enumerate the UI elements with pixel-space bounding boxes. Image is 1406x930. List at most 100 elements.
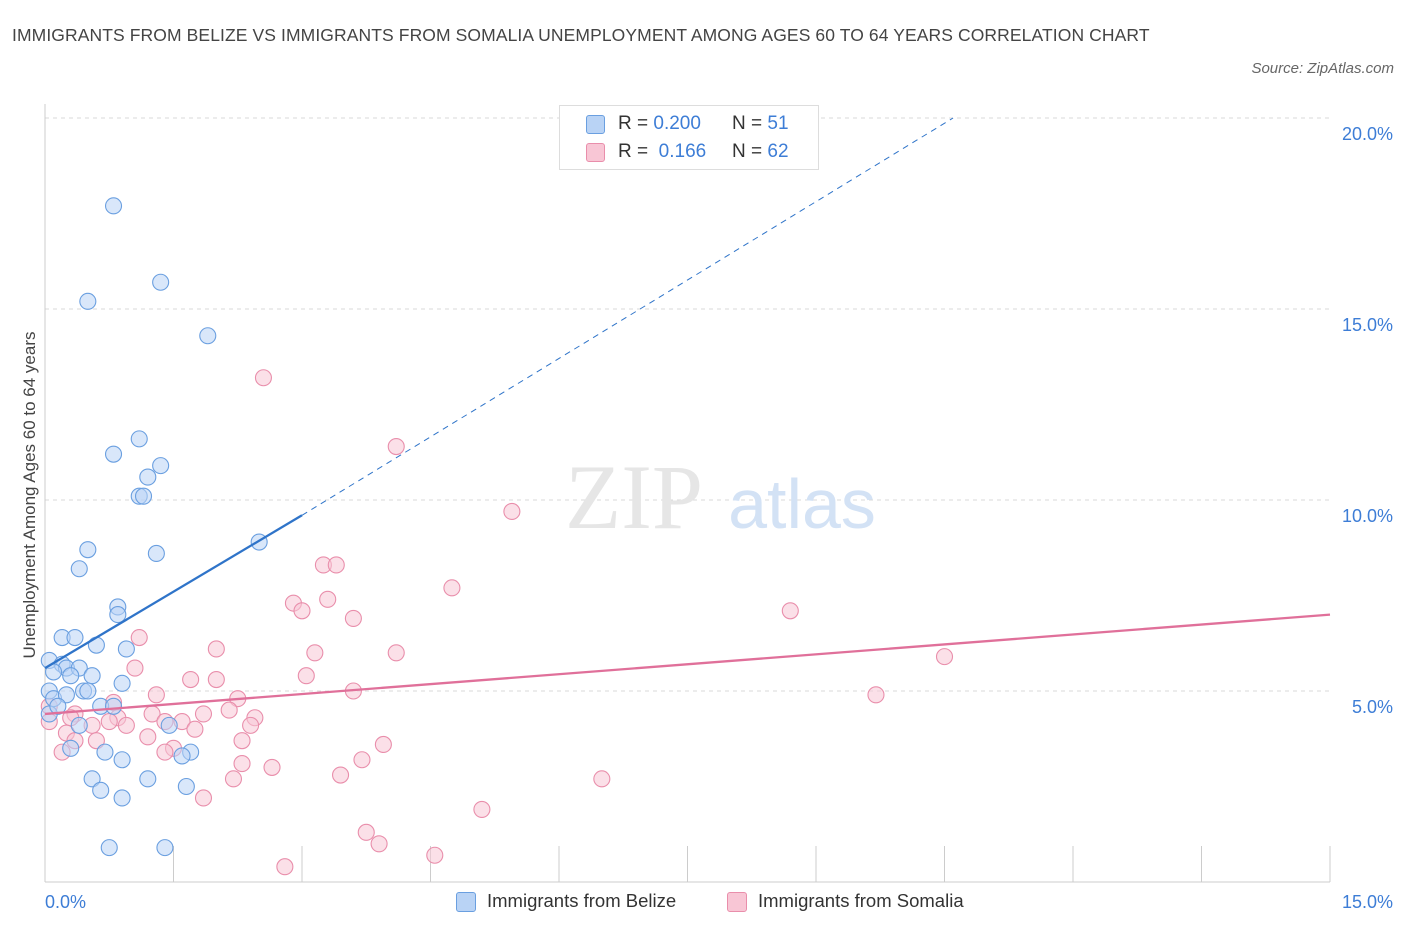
belize-point	[70, 560, 88, 578]
belize-point	[130, 430, 148, 448]
legend-label-belize: Immigrants from Belize	[487, 890, 677, 911]
y-tick-label: 20.0%	[1342, 124, 1393, 144]
somalia-point	[224, 770, 243, 788]
somalia-points	[40, 369, 954, 876]
n-label: N =	[732, 141, 768, 162]
somalia-point	[781, 602, 799, 620]
somalia-point	[186, 720, 204, 738]
somalia-point	[207, 640, 225, 658]
somalia-point	[387, 644, 405, 662]
somalia-point	[100, 713, 118, 731]
legend-swatch-belize	[586, 115, 605, 134]
somalia-point	[387, 437, 405, 456]
somalia-point	[242, 716, 260, 734]
somalia-point	[139, 728, 157, 746]
r-label: R =	[618, 113, 654, 134]
somalia-point	[156, 743, 174, 761]
belize-point	[152, 273, 170, 291]
axes	[44, 104, 1331, 883]
watermark-atlas: atlas	[728, 465, 876, 543]
belize-point	[109, 606, 127, 624]
watermark-zip: ZIP	[565, 446, 703, 548]
belize-point	[70, 716, 88, 734]
correlation-legend: R = 0.200 N = 51 R = 0.166 N = 62	[559, 105, 819, 170]
somalia-point	[293, 602, 311, 620]
somalia-point	[867, 686, 885, 704]
belize-point	[104, 697, 123, 715]
somalia-point	[473, 800, 491, 818]
somalia-point	[353, 751, 371, 769]
somalia-point	[503, 502, 521, 521]
belize-point	[152, 457, 170, 475]
somalia-point	[331, 766, 350, 784]
belize-points	[40, 197, 268, 857]
belize-point	[83, 667, 101, 685]
somalia-point	[233, 732, 251, 750]
belize-point	[160, 716, 178, 734]
somalia-point	[327, 556, 345, 574]
somalia-point	[117, 716, 135, 734]
belize-point	[113, 674, 131, 692]
somalia-point	[426, 846, 444, 864]
somalia-point	[194, 705, 213, 723]
legend-swatch-somalia	[727, 892, 747, 912]
belize-point	[66, 628, 84, 647]
somalia-point	[126, 659, 144, 677]
legend-swatch-somalia	[586, 143, 605, 162]
somalia-point	[344, 609, 362, 627]
somalia-point	[306, 644, 324, 662]
x-tick-label: 0.0%	[45, 892, 86, 912]
source-note: Source: ZipAtlas.com	[1251, 60, 1394, 77]
belize-point	[134, 487, 153, 505]
legend-swatch-belize	[456, 892, 476, 912]
somalia-point	[263, 758, 281, 776]
belize-point	[57, 686, 75, 704]
somalia-point	[194, 789, 213, 807]
legend-r-somalia: R = 0.166	[618, 141, 706, 163]
n-label: N =	[732, 113, 768, 134]
belize-point	[113, 789, 131, 807]
y-tick-label: 10.0%	[1342, 506, 1393, 526]
belize-point	[100, 839, 118, 857]
r-label: R =	[618, 141, 654, 162]
y-tick-label: 5.0%	[1352, 697, 1393, 717]
grid-lines	[45, 117, 1330, 692]
legend-label-somalia: Immigrants from Somalia	[758, 890, 964, 911]
belize-point	[96, 743, 114, 761]
somalia-point	[207, 670, 225, 689]
belize-point	[173, 747, 191, 765]
somalia-point	[374, 735, 392, 754]
belize-point	[79, 292, 97, 310]
belize-point	[104, 445, 123, 463]
belize-point	[104, 197, 123, 215]
belize-point	[199, 327, 217, 345]
somalia-point	[297, 667, 315, 685]
y-tick-label: 15.0%	[1342, 315, 1393, 335]
belize-point	[177, 777, 195, 796]
belize-point	[117, 640, 135, 658]
legend-n-belize: N = 51	[732, 113, 789, 135]
n-value: 51	[767, 113, 789, 134]
chart-title: IMMIGRANTS FROM BELIZE VS IMMIGRANTS FRO…	[12, 25, 1150, 45]
somalia-point	[182, 670, 200, 689]
r-value: 0.200	[653, 113, 701, 134]
somalia-point	[443, 579, 461, 597]
belize-point	[83, 770, 101, 788]
belize-trend-line	[44, 514, 303, 670]
trend-lines	[44, 117, 1331, 716]
belize-point	[62, 667, 80, 685]
n-value: 62	[767, 141, 789, 162]
somalia-point	[130, 628, 148, 647]
somalia-point	[147, 686, 165, 704]
belize-point	[139, 770, 157, 788]
belize-point	[147, 544, 165, 563]
somalia-point	[220, 701, 238, 719]
legend-r-belize: R = 0.200	[618, 113, 701, 135]
belize-point	[92, 781, 110, 799]
somalia-point	[233, 755, 251, 773]
somalia-point	[593, 770, 611, 788]
somalia-point	[87, 732, 105, 750]
somalia-point	[935, 648, 954, 666]
belize-point	[49, 697, 67, 715]
